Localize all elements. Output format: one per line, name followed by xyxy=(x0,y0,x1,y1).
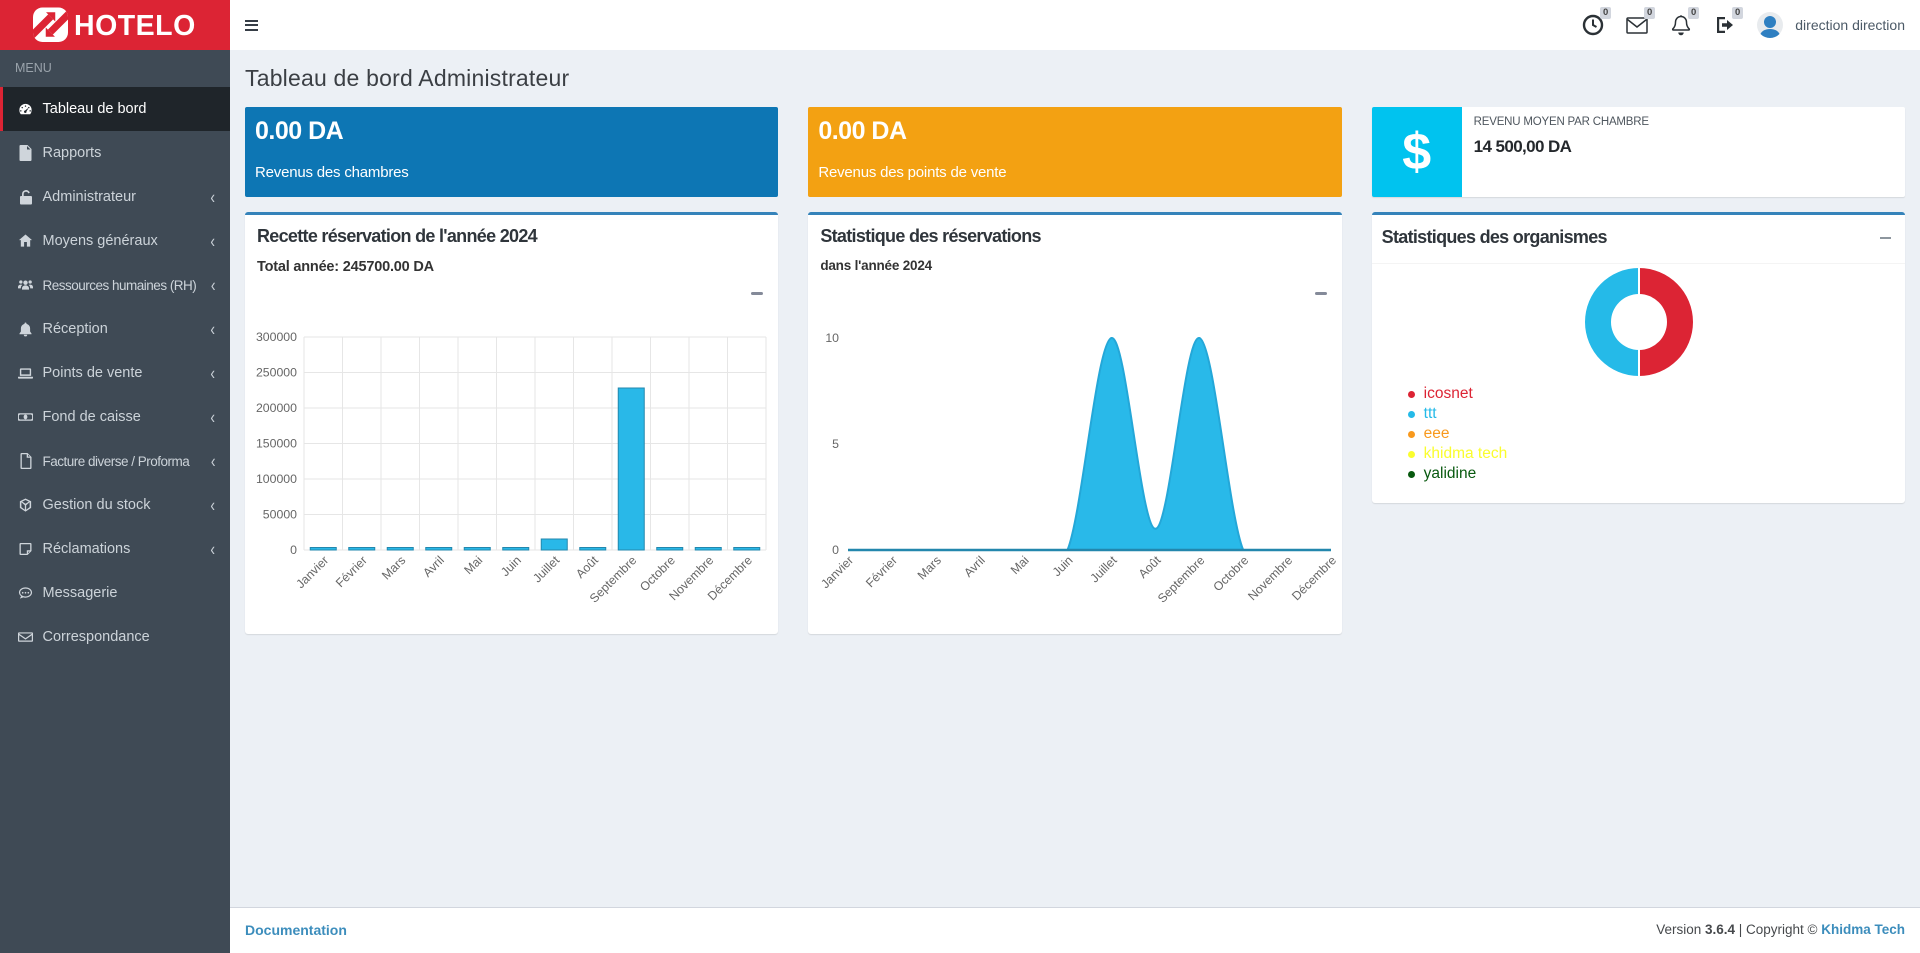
svg-text:Août: Août xyxy=(1136,553,1164,581)
svg-text:Janvier: Janvier xyxy=(819,553,857,591)
svg-text:Mai: Mai xyxy=(1008,553,1032,577)
svg-text:150000: 150000 xyxy=(256,437,297,451)
svg-text:Avril: Avril xyxy=(962,553,989,580)
svg-text:250000: 250000 xyxy=(256,366,297,380)
svg-text:Août: Août xyxy=(573,553,601,581)
svg-text:Mars: Mars xyxy=(915,553,944,582)
svg-text:Septembre: Septembre xyxy=(1155,553,1208,606)
svg-text:Mai: Mai xyxy=(461,553,485,577)
svg-text:10: 10 xyxy=(826,331,840,345)
svg-text:Avril: Avril xyxy=(420,553,447,580)
svg-text:200000: 200000 xyxy=(256,401,297,415)
svg-text:Juillet: Juillet xyxy=(1088,553,1121,586)
svg-text:0: 0 xyxy=(290,543,297,557)
svg-text:Juillet: Juillet xyxy=(530,553,563,586)
svg-text:Novembre: Novembre xyxy=(1246,553,1296,603)
svg-text:0: 0 xyxy=(832,543,839,557)
svg-text:50000: 50000 xyxy=(263,508,297,522)
svg-text:HOTELO: HOTELO xyxy=(74,10,196,42)
svg-text:5: 5 xyxy=(832,437,839,451)
svg-text:Janvier: Janvier xyxy=(293,553,331,591)
svg-text:Juin: Juin xyxy=(1050,553,1076,579)
svg-text:Mars: Mars xyxy=(379,553,408,582)
svg-text:Février: Février xyxy=(863,553,900,590)
svg-text:Février: Février xyxy=(333,553,370,590)
svg-text:Juin: Juin xyxy=(498,553,524,579)
svg-text:Octobre: Octobre xyxy=(1211,553,1252,594)
svg-text:100000: 100000 xyxy=(256,472,297,486)
svg-text:300000: 300000 xyxy=(256,330,297,344)
svg-text:Décembre: Décembre xyxy=(1289,553,1339,603)
